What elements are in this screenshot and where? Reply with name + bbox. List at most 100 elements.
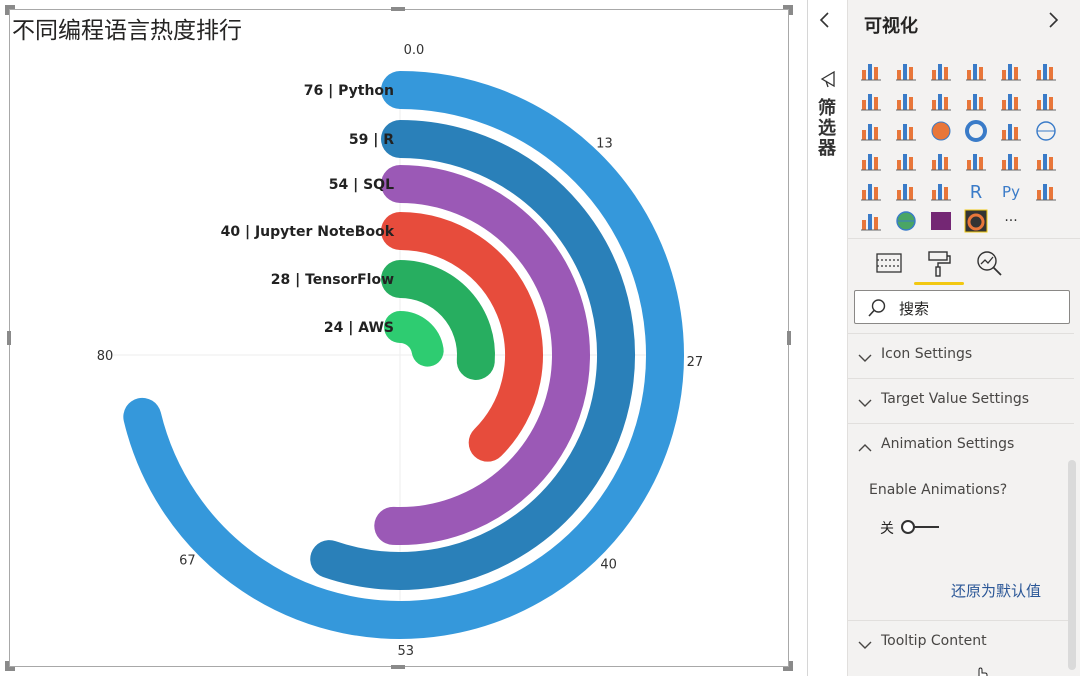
resize-handle-top[interactable]: [391, 7, 405, 11]
resize-handle-bottom[interactable]: [391, 665, 405, 669]
kpi-icon[interactable]: [1033, 148, 1059, 174]
python-visual-icon[interactable]: Py: [998, 178, 1024, 204]
waterfall-icon[interactable]: [858, 118, 884, 144]
fields-tab[interactable]: [874, 248, 904, 278]
fields-icon: [876, 253, 902, 273]
custom-visual-icon[interactable]: [963, 208, 989, 234]
resize-handle-bottom-left[interactable]: [5, 661, 15, 671]
radial-bar-4[interactable]: [381, 260, 495, 380]
treemap-icon[interactable]: [998, 118, 1024, 144]
visualizations-pane: 可视化 R Py ···: [847, 0, 1080, 676]
analytics-tab[interactable]: [974, 248, 1004, 278]
paint-roller-icon: [928, 251, 951, 277]
area-chart-icon[interactable]: [893, 88, 919, 114]
radial-series-labels: 76 | Python 59 | R 54 | SQL 40 | Jupyter No…: [221, 83, 395, 336]
search-input[interactable]: 搜索: [854, 290, 1070, 324]
resize-handle-bottom-right[interactable]: [783, 661, 793, 671]
resize-handle-right[interactable]: [787, 331, 791, 345]
pane-title: 可视化: [864, 16, 918, 37]
series-label: 24 | AWS: [324, 320, 394, 336]
map-icon[interactable]: [1033, 118, 1059, 144]
filter-icon[interactable]: [820, 70, 836, 92]
search-icon: [867, 298, 887, 322]
stacked-column-icon[interactable]: [893, 58, 919, 84]
radial-bar-0[interactable]: [123, 71, 684, 639]
section-animation-settings[interactable]: Animation Settings: [848, 423, 1074, 467]
tick-label: 53: [398, 644, 415, 659]
chevron-right-icon[interactable]: [1046, 10, 1060, 35]
stacked-area-icon[interactable]: [928, 88, 954, 114]
tick-label: 27: [687, 355, 704, 370]
radial-bar-5[interactable]: [384, 311, 444, 367]
format-tab[interactable]: [924, 248, 954, 278]
chart-canvas: 0.0 13 27 40 53 67 80 76 | Python 59 | R 54 | SQ…: [97, 43, 703, 659]
radial-bar-2[interactable]: [374, 165, 590, 545]
chevron-down-icon: [858, 348, 872, 367]
series-label: 76 | Python: [304, 83, 394, 99]
r-visual-icon[interactable]: R: [963, 178, 989, 204]
radial-bar-visual[interactable]: 0.0 13 27 40 53 67 80 76 | Python 59 | R 54 | SQ…: [0, 0, 808, 676]
radial-bar-1[interactable]: [310, 120, 635, 590]
stacked-bar-icon[interactable]: [858, 58, 884, 84]
clustered-column-icon[interactable]: [963, 58, 989, 84]
power-apps-icon[interactable]: [928, 208, 954, 234]
svg-text:···: ···: [1004, 213, 1017, 229]
radial-bar-3[interactable]: [381, 212, 543, 462]
100-bar-icon[interactable]: [998, 58, 1024, 84]
radial-tick-labels: 0.0 13 27 40 53 67 80: [97, 43, 703, 659]
tick-label: 0.0: [404, 43, 425, 58]
chevron-left-icon[interactable]: [818, 10, 832, 35]
line-chart-icon[interactable]: [858, 88, 884, 114]
section-icon-settings[interactable]: Icon Settings: [848, 333, 1074, 377]
matrix-icon[interactable]: [928, 178, 954, 204]
section-label: Animation Settings: [881, 436, 1015, 452]
resize-handle-top-right[interactable]: [783, 5, 793, 15]
reset-to-default-link[interactable]: 还原为默认值: [951, 582, 1042, 600]
series-label: 59 | R: [349, 132, 394, 148]
100-column-icon[interactable]: [1033, 58, 1059, 84]
globe-icon[interactable]: [893, 208, 919, 234]
line-clustered-column-icon[interactable]: [998, 88, 1024, 114]
multi-row-card-icon[interactable]: [998, 148, 1024, 174]
series-label: 54 | SQL: [329, 177, 394, 193]
qa-icon[interactable]: [858, 208, 884, 234]
more-icon[interactable]: ···: [998, 208, 1024, 234]
funnel-icon[interactable]: [893, 148, 919, 174]
line-column-icon[interactable]: [963, 88, 989, 114]
donut-chart-icon[interactable]: [963, 118, 989, 144]
table-icon[interactable]: [893, 178, 919, 204]
card-icon[interactable]: [963, 148, 989, 174]
enable-animations-toggle[interactable]: [900, 518, 940, 536]
radial-bars: [123, 71, 684, 639]
svg-text:R: R: [970, 182, 983, 203]
hand-cursor-icon: [976, 664, 988, 676]
slicer-icon[interactable]: [858, 178, 884, 204]
tick-label: 80: [97, 349, 114, 364]
chevron-down-icon: [858, 393, 872, 412]
resize-handle-top-left[interactable]: [5, 5, 15, 15]
enable-animations-label: Enable Animations?: [869, 482, 1008, 498]
section-label: Icon Settings: [881, 346, 973, 362]
pane-scrollbar[interactable]: [1068, 460, 1076, 670]
chevron-up-icon: [858, 438, 872, 457]
filters-label[interactable]: 筛选器: [815, 98, 836, 158]
visual-title: 不同编程语言热度排行: [12, 18, 242, 44]
search-placeholder: 搜索: [899, 300, 930, 318]
resize-handle-left[interactable]: [7, 331, 11, 345]
toggle-state-label: 关: [880, 521, 894, 537]
scatter-icon[interactable]: [893, 118, 919, 144]
pane-divider: [807, 0, 808, 676]
pie-chart-icon[interactable]: [928, 118, 954, 144]
section-label: Target Value Settings: [881, 391, 1030, 407]
section-target-value-settings[interactable]: Target Value Settings: [848, 378, 1074, 422]
gauge-icon[interactable]: [928, 148, 954, 174]
clustered-bar-icon[interactable]: [928, 58, 954, 84]
filters-pane-collapsed[interactable]: 筛选器: [808, 0, 846, 676]
key-influencers-icon[interactable]: [1033, 178, 1059, 204]
ribbon-chart-icon[interactable]: [1033, 88, 1059, 114]
section-tooltip-content[interactable]: Tooltip Content: [848, 620, 1074, 664]
analytics-magnifier-icon: [977, 251, 1002, 276]
series-label: 28 | TensorFlow: [271, 272, 394, 288]
filled-map-icon[interactable]: [858, 148, 884, 174]
